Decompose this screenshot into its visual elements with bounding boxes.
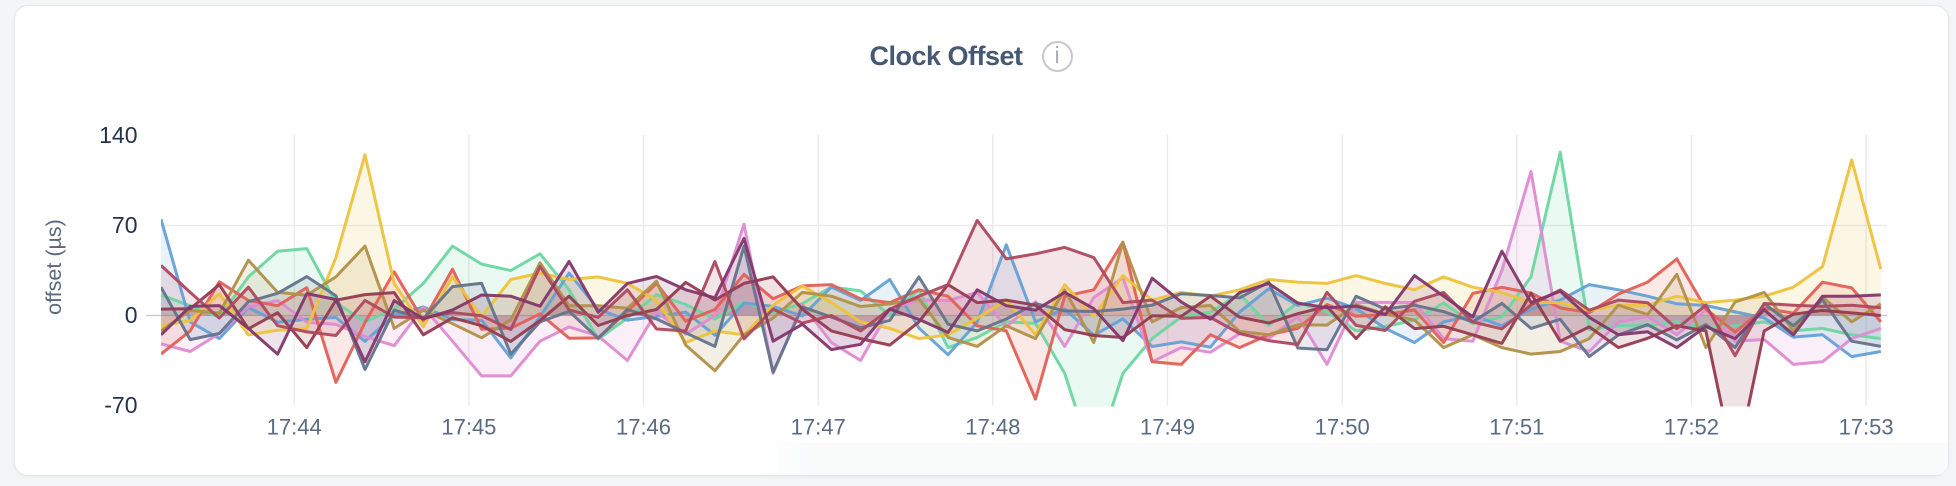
svg-text:17:49: 17:49 xyxy=(1140,415,1195,440)
svg-text:17:50: 17:50 xyxy=(1315,415,1370,440)
svg-text:offset (µs): offset (µs) xyxy=(42,219,66,315)
svg-text:-70: -70 xyxy=(104,392,137,418)
svg-text:17:44: 17:44 xyxy=(267,415,322,440)
svg-text:140: 140 xyxy=(99,122,137,148)
svg-text:70: 70 xyxy=(112,212,138,238)
svg-text:17:48: 17:48 xyxy=(965,415,1020,440)
svg-text:17:46: 17:46 xyxy=(616,415,671,440)
svg-text:17:51: 17:51 xyxy=(1489,415,1544,440)
svg-text:17:52: 17:52 xyxy=(1664,415,1719,440)
svg-text:17:53: 17:53 xyxy=(1839,415,1894,440)
svg-text:0: 0 xyxy=(125,302,138,328)
svg-text:17:47: 17:47 xyxy=(791,415,846,440)
svg-text:17:45: 17:45 xyxy=(441,415,496,440)
